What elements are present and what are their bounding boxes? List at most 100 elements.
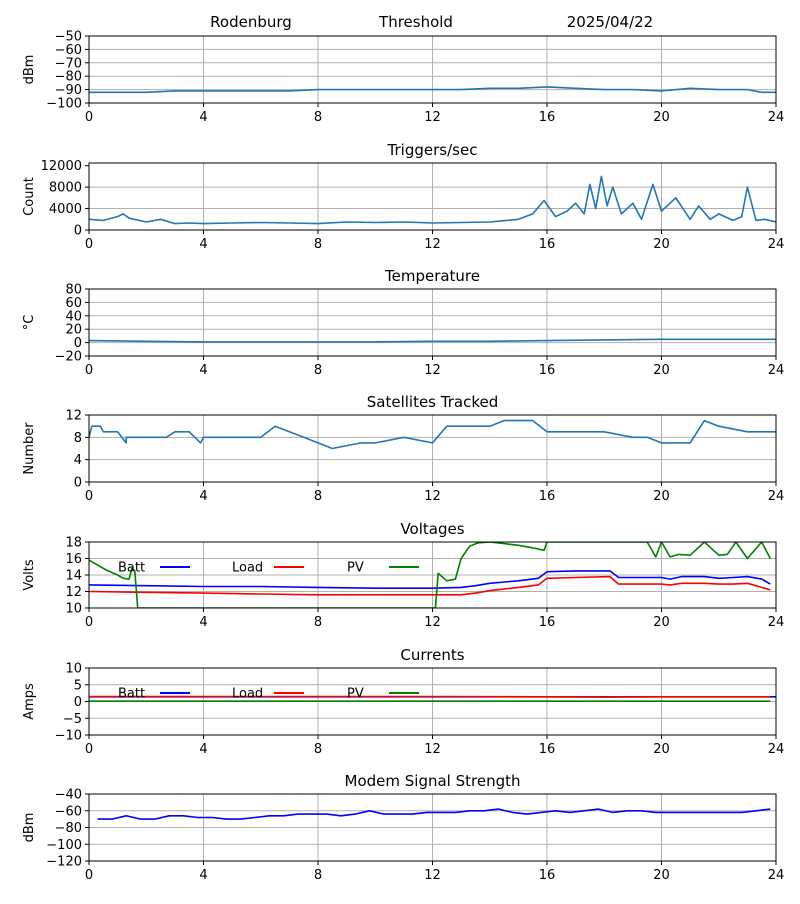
x-tick-label: 24 (768, 742, 785, 757)
y-tick-label: 20 (65, 323, 82, 338)
y-tick-label: −60 (55, 43, 82, 58)
x-tick-label: 24 (768, 237, 785, 252)
x-tick-label: 12 (424, 742, 441, 757)
x-tick-label: 4 (199, 110, 207, 125)
x-tick-label: 20 (653, 489, 670, 504)
y-tick-label: 12 (65, 585, 82, 600)
x-tick-label: 16 (539, 868, 556, 883)
x-tick-label: 16 (539, 237, 556, 252)
panel-triggers: 0 4 8 12 16 20 24 0 4000 8000 12000 Triggers/sec Cou… (22, 141, 784, 252)
y-tick-label: 5 (74, 678, 82, 693)
series-line-triggers-0 (89, 175, 776, 225)
series-line-temperature-0 (89, 338, 776, 343)
header-station: Rodenburg (210, 13, 292, 31)
x-tick-label: 16 (539, 489, 556, 504)
panel-title: Modem Signal Strength (345, 772, 521, 790)
x-tick-label: 12 (424, 237, 441, 252)
y-axis-label: Number (22, 422, 37, 475)
y-tick-label: −60 (55, 804, 82, 819)
header-mode: Threshold (378, 13, 453, 31)
y-tick-label: 0 (74, 476, 82, 491)
x-tick-label: 16 (539, 615, 556, 630)
x-tick-label: 24 (768, 489, 785, 504)
x-tick-label: 4 (199, 237, 207, 252)
y-axis-label: dBm (22, 813, 37, 843)
y-tick-label: −120 (46, 855, 82, 870)
x-tick-label: 20 (653, 237, 670, 252)
y-axis-label: Volts (22, 559, 37, 591)
y-tick-label: 10 (65, 662, 82, 677)
y-tick-label: 12000 (41, 159, 82, 174)
panel-threshold: 0 4 8 12 16 20 24 −100−90−80−70−60−50 dBm (22, 30, 784, 126)
y-tick-label: −100 (46, 838, 82, 853)
y-tick-label: 4000 (49, 202, 82, 217)
x-tick-label: 20 (653, 363, 670, 378)
legend-label-load: Load (232, 687, 263, 702)
x-tick-label: 24 (768, 363, 785, 378)
x-tick-label: 0 (85, 363, 93, 378)
y-tick-label: 18 (65, 536, 82, 551)
x-tick-label: 4 (199, 363, 207, 378)
y-tick-label: −100 (46, 97, 82, 112)
x-tick-label: 16 (539, 363, 556, 378)
y-tick-label: 60 (65, 296, 82, 311)
panel-satellites: 0 4 8 12 16 20 24 0 4 8 12 Satellites Tracked Number (22, 393, 784, 504)
y-tick-label: −5 (63, 712, 82, 727)
x-tick-label: 4 (199, 489, 207, 504)
panel-title: Voltages (400, 520, 464, 538)
x-tick-label: 0 (85, 868, 93, 883)
x-tick-label: 4 (199, 742, 207, 757)
x-tick-label: 8 (314, 237, 322, 252)
y-tick-label: −80 (55, 70, 82, 85)
x-tick-label: 12 (424, 110, 441, 125)
y-tick-label: −80 (55, 821, 82, 836)
x-tick-label: 0 (85, 489, 93, 504)
legend-label-batt: Batt (118, 561, 145, 576)
y-axis-label: dBm (22, 55, 37, 85)
x-tick-label: 12 (424, 868, 441, 883)
x-tick-label: 4 (199, 615, 207, 630)
y-axis-label: Amps (22, 683, 37, 720)
x-tick-label: 0 (85, 742, 93, 757)
x-tick-label: 12 (424, 615, 441, 630)
series-line-voltages-pv (89, 542, 772, 608)
y-tick-label: 0 (74, 695, 82, 710)
x-tick-label: 0 (85, 615, 93, 630)
y-tick-label: −40 (55, 788, 82, 803)
series-line-modem-0 (97, 808, 771, 820)
x-tick-label: 0 (85, 110, 93, 125)
x-tick-label: 0 (85, 237, 93, 252)
x-tick-label: 8 (314, 742, 322, 757)
series-line-voltages-batt (89, 570, 771, 589)
x-tick-label: 24 (768, 110, 785, 125)
x-tick-label: 20 (653, 868, 670, 883)
x-tick-label: 24 (768, 868, 785, 883)
legend-label-pv: PV (347, 687, 364, 702)
x-tick-label: 4 (199, 868, 207, 883)
y-tick-label: 16 (65, 552, 82, 567)
panel-title: Triggers/sec (387, 141, 478, 159)
y-tick-label: 0 (74, 336, 82, 351)
y-tick-label: 0 (74, 224, 82, 239)
y-tick-label: 8000 (49, 181, 82, 196)
legend-label-load: Load (232, 561, 263, 576)
x-tick-label: 8 (314, 363, 322, 378)
legend-label-pv: PV (347, 561, 364, 576)
x-tick-label: 12 (424, 363, 441, 378)
y-axis-label: Count (22, 177, 37, 216)
x-tick-label: 8 (314, 615, 322, 630)
x-tick-label: 20 (653, 742, 670, 757)
header-date: 2025/04/22 (567, 13, 653, 31)
panel-title: Satellites Tracked (367, 393, 498, 411)
x-tick-label: 8 (314, 110, 322, 125)
x-tick-label: 8 (314, 489, 322, 504)
x-tick-label: 20 (653, 615, 670, 630)
legend-label-batt: Batt (118, 687, 145, 702)
y-tick-label: −70 (55, 56, 82, 71)
y-tick-label: −50 (55, 30, 82, 45)
x-tick-label: 20 (653, 110, 670, 125)
